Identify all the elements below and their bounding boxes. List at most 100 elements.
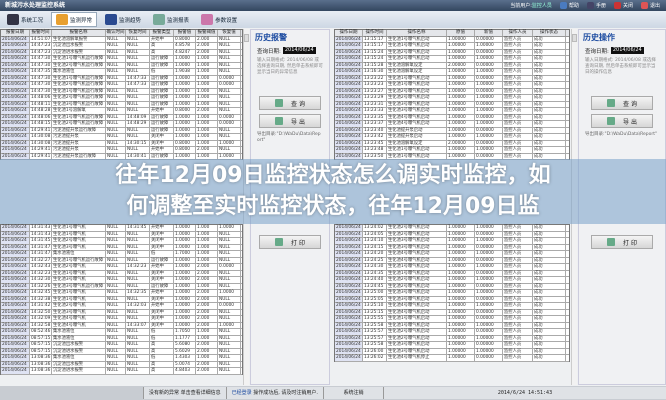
query-button[interactable]: 查 询: [591, 96, 653, 110]
table-row[interactable]: 2014/06/24 13:23:45 生化池溶解氧设定 2.00000 0.00000…: [335, 140, 569, 147]
table-row[interactable]: 2014/06/24 13:25:57 生化池2号曝气机启动 1.00000 1.000…: [335, 335, 569, 342]
table-row[interactable]: 2014/06/24 13:24:35 生化池1号曝气机启动 1.00000 0.000…: [335, 270, 569, 277]
table-row[interactable]: 2014/06/24 08:57:15 沉淀池出水报警 NULL NULL 高 5.6080…: [1, 342, 242, 349]
table-row[interactable]: 2014/06/24 13:08:36 沉淀池出水报警 NULL NULL 高 5.0074…: [1, 361, 242, 368]
table-row[interactable]: 2014/06/24 13:25:10 生化池4号曝气机启动 1.00000 1.000…: [335, 303, 569, 310]
top-button-3[interactable]: 退出: [640, 2, 660, 9]
column-header[interactable]: 报警名称: [52, 30, 106, 36]
table-row[interactable]: 2014/06/24 14:32:45 生化池1号曝气机 NULL 14:32:35 开始…: [1, 290, 242, 297]
table-row[interactable]: 2014/06/24 14:31:43 生化池1号曝气机 NULL NULL 关闭中 1.0…: [1, 231, 242, 238]
table-row[interactable]: 2014/06/24 13:23:27 生化池2号曝气机启动 1.00000 0.000…: [335, 88, 569, 95]
logout-button[interactable]: 系统注销: [322, 387, 383, 399]
table-row[interactable]: 2014/06/24 14:48:06 生化池2号曝气机运行故障 NULL NULL 运行…: [1, 95, 242, 102]
table-row[interactable]: 2014/06/24 14:47:30 生化池1号曝气机运行故障 NULL 14:47:…: [1, 75, 242, 82]
table-row[interactable]: 2014/06/24 13:23:33 生化池3号曝气机启动 1.00000 1.000…: [335, 108, 569, 115]
toolbar-tab-1[interactable]: 监测异常: [51, 12, 98, 27]
table-row[interactable]: 2014/06/24 14:31:43 生化池1号曝气机 NULL 14:31:45 开始…: [1, 225, 242, 232]
table-row[interactable]: 2014/06/24 13:23:22 生化池1号曝气机启动 1.00000 0.000…: [335, 75, 569, 82]
table-row[interactable]: 2014/06/24 14:48:15 生化池2号曝气机运行故障 NULL 14:48:…: [1, 121, 242, 128]
column-header[interactable]: 报警类型: [150, 30, 174, 36]
table-row[interactable]: 2014/06/24 13:15:17 生化池1号曝气机启动 1.00000 0.000…: [335, 36, 569, 43]
column-header[interactable]: 报警日期: [1, 30, 30, 36]
table-row[interactable]: 2014/06/24 14:32:26 生化池3号曝气机运行故障 NULL NULL 运行…: [1, 283, 242, 290]
table-row[interactable]: 2014/06/24 13:23:29 生化池2号曝气机启动 1.00000 1.000…: [335, 95, 569, 102]
table-row[interactable]: 2014/06/24 14:32:38 生化池1号曝气机 NULL NULL 关闭中 1.0…: [1, 296, 242, 303]
table-row[interactable]: 2014/06/24 13:23:37 生化池4号曝气机启动 1.00000 1.000…: [335, 121, 569, 128]
table-row[interactable]: 2014/06/24 13:25:05 生化池3号曝气机启动 1.00000 0.000…: [335, 296, 569, 303]
table-row[interactable]: 2014/06/24 13:25:58 生化池3号曝气机启动 1.00000 0.000…: [335, 342, 569, 349]
column-header[interactable]: 操作名称: [387, 30, 447, 36]
table-row[interactable]: 2014/06/24 14:31:42 生化池2号曝气机 NULL 14:32:03 开始…: [1, 303, 242, 310]
table-row[interactable]: 2014/06/24 14:47:23 沉淀池进水报警 NULL NULL 高 4.8247…: [1, 49, 242, 56]
table-row[interactable]: 2014/06/24 13:25:00 生化池3号曝气机启动 1.00000 1.000…: [335, 290, 569, 297]
table-row[interactable]: 2014/06/24 13:26:00 生化池3号曝气机启动 1.00000 1.000…: [335, 348, 569, 355]
alarm-message[interactable]: 没有新的异常 单击查看详细信息: [143, 387, 226, 399]
column-header[interactable]: 恢复时间: [126, 30, 150, 36]
table-row[interactable]: 2014/06/24 14:47:30 生化池1号曝气机运行故障 NULL NULL 运行…: [1, 56, 242, 63]
top-button-2[interactable]: 关闭: [613, 2, 633, 9]
table-row[interactable]: 2014/06/24 14:32:27 生化池1号曝气机运行故障 NULL NULL 运行…: [1, 257, 242, 264]
table-row[interactable]: 2014/06/24 14:47:30 生化池2号曝气机运行故障 NULL NULL 运行…: [1, 62, 242, 69]
table-row[interactable]: 2014/06/24 13:24:45 生化池2号曝气机启动 1.00000 0.000…: [335, 283, 569, 290]
table-row[interactable]: 2014/06/24 13:24:05 生化池2号曝气机启动 1.00000 0.000…: [335, 231, 569, 238]
table-row[interactable]: 2014/06/24 14:32:30 生化池3号曝气机 NULL NULL 关闭中 1.0…: [1, 277, 242, 284]
table-row[interactable]: 2014/06/24 13:23:48 生化池1号曝气机启动 1.00000 1.000…: [335, 147, 569, 154]
table-row[interactable]: 2014/06/24 14:30:08 污泥池提升泵 NULL NULL 关闭中 1.000…: [1, 134, 242, 141]
table-row[interactable]: 2014/06/24 13:25:58 生化池1号曝气机启动 1.00000 1.000…: [335, 322, 569, 329]
table-row[interactable]: 2014/06/24 13:23:35 生化池4号曝气机启动 1.00000 0.000…: [335, 114, 569, 121]
query-button[interactable]: 查 询: [259, 96, 321, 110]
toolbar-tab-3[interactable]: 监测报表: [149, 12, 193, 27]
table-row[interactable]: 2014/06/24 13:25:55 生化池1号曝气机启动 1.00000 0.000…: [335, 316, 569, 323]
table-row[interactable]: 2014/06/24 13:24:20 生化池4号曝气机启动 1.00000 1.000…: [335, 251, 569, 258]
table-row[interactable]: 2014/06/24 08:57:15 集水池液位 NULL NULL 低 1.1777 1.…: [1, 335, 242, 342]
table-row[interactable]: 2014/06/24 13:15:24 生化池2号曝气机启动 1.00000 0.000…: [335, 49, 569, 56]
table-row[interactable]: 2014/06/24 08:52:46 集水池液位 NULL NULL 低 1.7050 1.…: [1, 329, 242, 336]
toolbar-tab-0[interactable]: 系统工况: [3, 12, 47, 27]
table-row[interactable]: 2014/06/24 14:51:07 生化池溶解氧报警 NULL NULL 开始中 0.8…: [1, 36, 242, 43]
query-date-input[interactable]: 2014/06/24: [610, 47, 644, 54]
table-row[interactable]: 2014/06/24 14:31:45 生化池2号曝气机 NULL NULL 关闭中 1.0…: [1, 238, 242, 245]
print-button[interactable]: 打 印: [591, 235, 653, 249]
table-row[interactable]: 2014/06/24 13:24:30 生化池1号曝气机启动 1.00000 1.000…: [335, 264, 569, 271]
table-row[interactable]: 2014/06/24 14:48:28 生化池1号溶解氧 NULL NULL 开始中 0.8…: [1, 108, 242, 115]
column-header[interactable]: 确认时间: [106, 30, 126, 36]
toolbar-tab-4[interactable]: 参数设置: [197, 12, 241, 27]
table-row[interactable]: 2014/06/24 13:24:15 生化池3号曝气机启动 1.00000 0.000…: [335, 244, 569, 251]
export-button[interactable]: 导 出: [259, 114, 321, 128]
table-row[interactable]: 2014/06/24 14:47:30 生化池2号曝气机运行故障 NULL 14:47:…: [1, 82, 242, 89]
table-row[interactable]: 2014/06/24 14:48:11 生化池3号曝气机运行故障 NULL NULL 运行…: [1, 101, 242, 108]
table-row[interactable]: 2014/06/24 14:32:43 生化池2号曝气机 NULL 14:32:23 开始…: [1, 264, 242, 271]
column-header[interactable]: 操作状态: [533, 30, 566, 36]
table-row[interactable]: 2014/06/24 13:25:15 生化池4号曝气机启动 1.00000 0.000…: [335, 309, 569, 316]
column-header[interactable]: 新值: [475, 30, 503, 36]
table-row[interactable]: 2014/06/24 14:29:41 污泥池提升泵运行故障 NULL NULL 运行故障…: [1, 127, 242, 134]
print-button[interactable]: 打 印: [259, 235, 321, 249]
column-header[interactable]: 恢复值: [218, 30, 241, 36]
top-button-0[interactable]: 帮助: [559, 2, 579, 9]
table-row[interactable]: 2014/06/24 14:30:08 污泥池提升泵 NULL 14:30:15 关闭中 0…: [1, 140, 242, 147]
table-row[interactable]: 2014/06/24 14:32:23 生化池1号曝气机 NULL NULL 关闭中 1.0…: [1, 270, 242, 277]
table-row[interactable]: 2014/06/24 13:15:28 生化池溶解氧设定 2.00000 0.00000…: [335, 62, 569, 69]
table-row[interactable]: 2014/06/24 13:23:23 生化池1号曝气机启动 1.00000 1.000…: [335, 82, 569, 89]
column-header[interactable]: 报警值: [174, 30, 196, 36]
column-header[interactable]: 报警阈值: [196, 30, 218, 36]
table-row[interactable]: 2014/06/24 14:47:23 沉淀池出水报警 NULL NULL 高 4.8578…: [1, 43, 242, 50]
table-row[interactable]: 2014/06/24 13:15:24 生化池2号曝气机启动 1.00000 1.000…: [335, 56, 569, 63]
table-row[interactable]: 2014/06/24 08:57:15 沉淀池进水报警 NULL NULL 高 5.6029…: [1, 348, 242, 355]
table-row[interactable]: 2014/06/24 13:08:36 集水池液位 NULL NULL 低 1.4303 1.…: [1, 355, 242, 362]
table-row[interactable]: 2014/06/24 14:32:58 生化池4号曝气机 NULL 14:33:07 关闭…: [1, 322, 242, 329]
query-date-input[interactable]: 2014/06/24: [282, 47, 316, 54]
table-row[interactable]: 2014/06/24 14:48:06 生化池1号曝气机运行故障 NULL 14:48:…: [1, 114, 242, 121]
column-header[interactable]: 操作人员: [503, 30, 533, 36]
table-row[interactable]: 2014/06/24 13:23:42 生化池提升泵启动 1.00000 1.00000…: [335, 134, 569, 141]
table-row[interactable]: 2014/06/24 14:31:47 集水池液位 NULL NULL 低 1.7000 1.…: [1, 251, 242, 258]
column-header[interactable]: 报警时间: [30, 30, 52, 36]
table-row[interactable]: 2014/06/24 13:23:31 生化池3号曝气机启动 1.00000 0.000…: [335, 101, 569, 108]
column-header[interactable]: 原值: [447, 30, 475, 36]
table-row[interactable]: 2014/06/24 14:29:41 污泥池提升泵 NULL NULL 开始中 0.800…: [1, 147, 242, 154]
table-row[interactable]: 2014/06/24 13:26:02 生化池4号曝气机停止 1.00000 0.000…: [335, 355, 569, 362]
table-row[interactable]: 2014/06/24 13:24:10 生化池3号曝气机启动 1.00000 1.000…: [335, 238, 569, 245]
table-row[interactable]: 2014/06/24 13:08:36 沉淀池进水报警 NULL NULL 高 4.8403…: [1, 368, 242, 375]
table-row[interactable]: 2014/06/24 14:47:30 生化池1号曝气机运行故障 NULL NULL 运行…: [1, 88, 242, 95]
column-header[interactable]: 操作日期: [335, 30, 363, 36]
